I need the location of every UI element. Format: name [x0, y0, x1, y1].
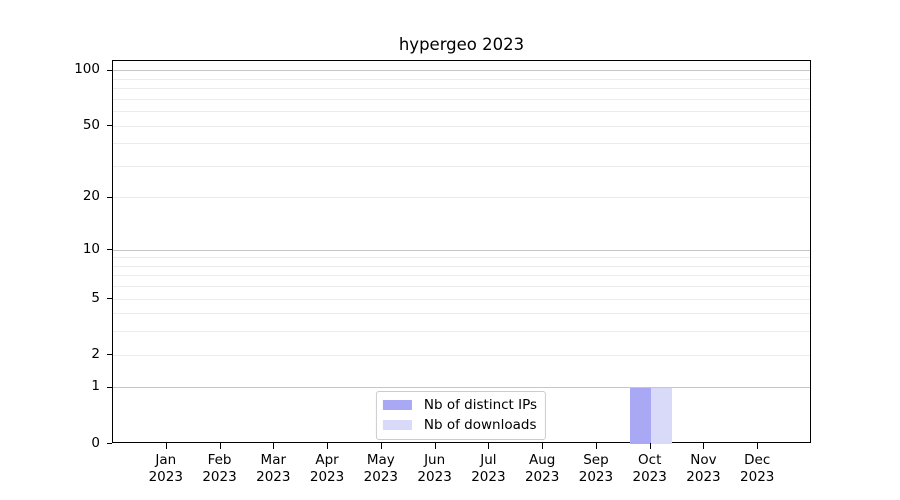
x-tick-label: Nov 2023 [686, 452, 721, 485]
legend-label-downloads: Nb of downloads [423, 417, 537, 433]
gridline-minor [113, 165, 810, 167]
gridline-minor [113, 275, 810, 277]
y-tick [107, 125, 112, 127]
legend-swatch-downloads [382, 420, 412, 430]
bar-distinct-ips-oct [629, 387, 651, 444]
x-tick [703, 443, 705, 449]
y-tick-label: 0 [91, 434, 100, 451]
x-tick-label: Jun 2023 [417, 452, 452, 485]
legend-swatch-distinct-ips [382, 400, 412, 410]
legend-item-distinct-ips: Nb of distinct IPs [382, 396, 538, 414]
y-tick-label: 100 [74, 61, 100, 78]
y-tick-label: 2 [91, 345, 100, 362]
gridline-major [113, 387, 810, 389]
plot-area [112, 60, 811, 444]
x-tick-label: Dec 2023 [740, 452, 775, 485]
x-tick [488, 443, 490, 449]
x-tick [434, 443, 436, 449]
x-tick-label: Feb 2023 [202, 452, 237, 485]
x-tick [273, 443, 275, 449]
gridline-minor [113, 265, 810, 267]
x-tick-label: Oct 2023 [632, 452, 667, 485]
gridline-minor [113, 197, 810, 199]
x-tick-label: Aug 2023 [524, 452, 560, 485]
x-tick-label: Jan 2023 [148, 452, 183, 485]
y-tick-label: 5 [91, 289, 100, 306]
gridline-minor [113, 257, 810, 259]
y-tick [107, 354, 112, 356]
y-tick [107, 443, 112, 444]
gridline-major [113, 70, 810, 72]
gridline-minor [113, 313, 810, 315]
x-tick-label: Jul 2023 [471, 452, 506, 485]
x-tick [380, 443, 382, 449]
y-tick [107, 69, 112, 71]
gridline-minor [113, 125, 810, 127]
legend-item-downloads: Nb of downloads [382, 416, 537, 434]
gridline-minor [113, 88, 810, 90]
gridline-minor [113, 331, 810, 333]
gridline-minor [113, 78, 810, 80]
y-tick [107, 249, 112, 251]
gridline-major [113, 249, 810, 251]
x-tick-label: May 2023 [363, 452, 399, 485]
gridline-minor [113, 143, 810, 145]
y-tick [107, 298, 112, 300]
x-tick-label: Sep 2023 [578, 452, 614, 485]
x-tick [757, 443, 759, 449]
gridline-minor [113, 98, 810, 100]
y-tick-label: 20 [82, 188, 100, 205]
x-tick [165, 443, 167, 449]
chart-title: hypergeo 2023 [398, 35, 525, 54]
gridline-minor [113, 354, 810, 356]
gridline-minor [113, 286, 810, 288]
y-tick-label: 50 [82, 116, 100, 133]
x-tick-label: Mar 2023 [256, 452, 291, 485]
y-tick-label: 1 [91, 378, 100, 395]
gridline-minor [113, 298, 810, 300]
x-tick [327, 443, 329, 449]
x-tick-label: Apr 2023 [309, 452, 345, 485]
y-tick [107, 386, 112, 388]
y-tick [107, 196, 112, 198]
x-tick [542, 443, 544, 449]
bar-downloads-oct [650, 387, 672, 444]
legend-label-distinct-ips: Nb of distinct IPs [423, 397, 538, 413]
x-tick [595, 443, 597, 449]
gridline-minor [113, 111, 810, 113]
x-tick [649, 443, 651, 449]
legend: Nb of distinct IPs Nb of downloads [375, 391, 547, 440]
y-tick-label: 10 [82, 240, 100, 257]
x-tick [219, 443, 221, 449]
